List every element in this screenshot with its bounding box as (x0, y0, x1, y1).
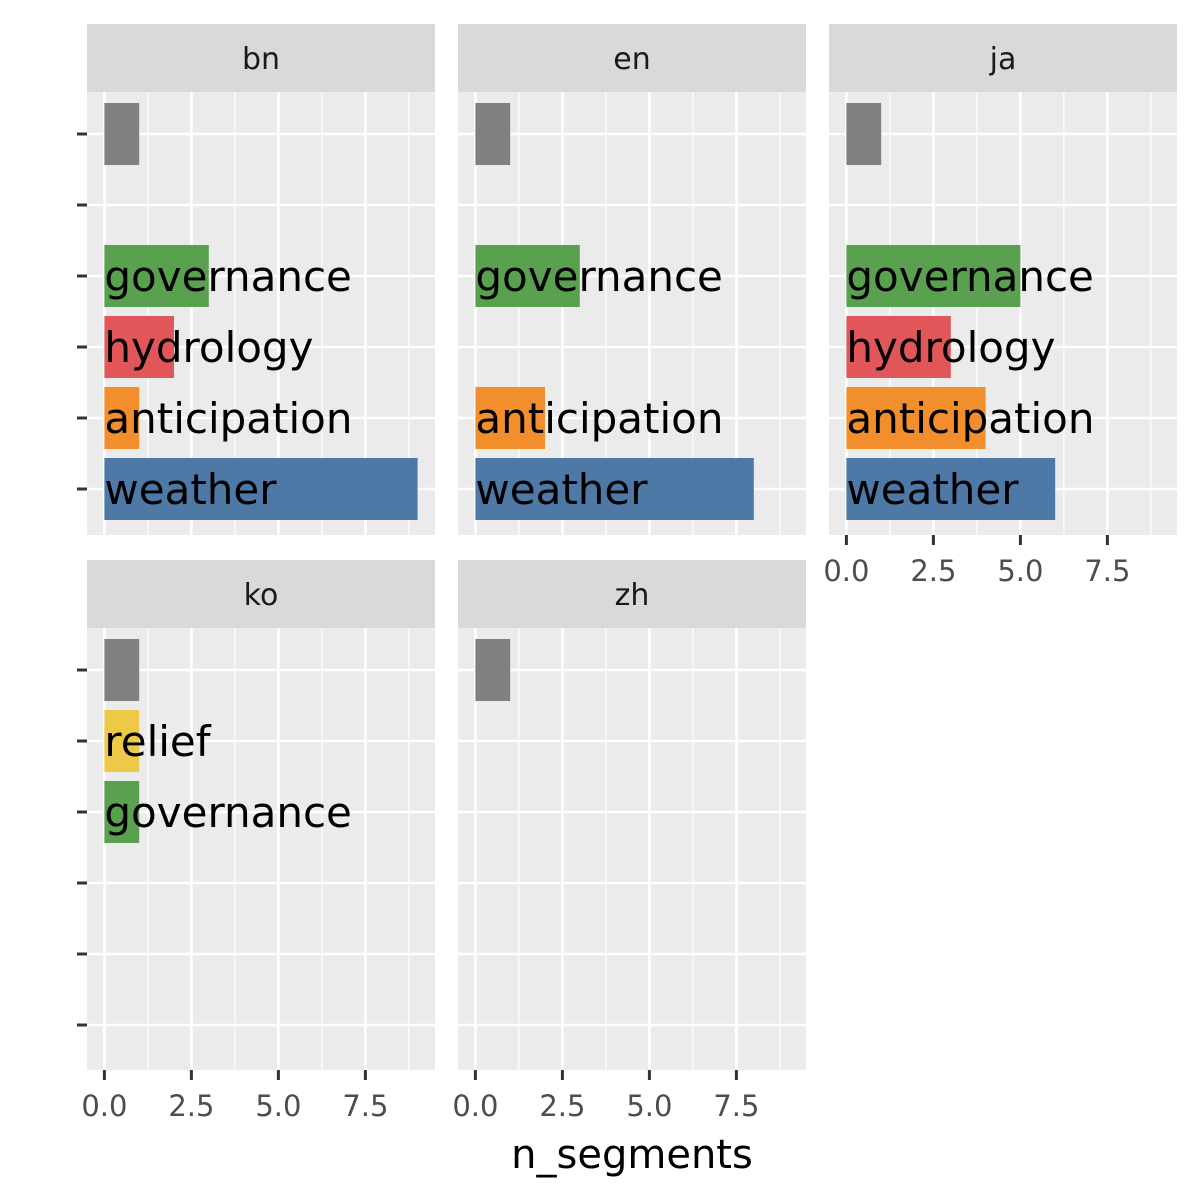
panel-bn: bn governance hydrology anticipation weather (77, 24, 435, 535)
facet-label: en (613, 42, 650, 77)
bar (104, 387, 140, 449)
facet-strip (87, 24, 435, 92)
facet-strip (458, 24, 806, 92)
bar (104, 103, 140, 165)
bar-label: anticipation (475, 394, 723, 443)
bar (846, 245, 1021, 307)
bar (846, 458, 1056, 520)
bar (104, 458, 418, 520)
bar-label: governance (104, 788, 352, 837)
bar (475, 458, 754, 520)
bar-label: anticipation (846, 394, 1094, 443)
x-tick-label: 7.5 (342, 1089, 388, 1123)
bar (104, 781, 140, 843)
x-axis-title: n_segments (511, 1132, 753, 1178)
facet-label: ko (244, 578, 279, 613)
bar-label: weather (104, 465, 277, 514)
bar-label: governance (846, 252, 1094, 301)
x-tick-label: 5.0 (997, 554, 1043, 588)
bar (475, 387, 545, 449)
facet-label: zh (615, 578, 650, 613)
bar (846, 387, 986, 449)
facet-strip (458, 560, 806, 628)
bar (104, 316, 174, 378)
bar (104, 639, 140, 701)
panel-zh: zh 0.0 2.5 5.0 7.5 (452, 560, 806, 1123)
bar-label: hydrology (104, 323, 313, 372)
facet-strip (829, 24, 1177, 92)
x-tick-label: 7.5 (713, 1089, 759, 1123)
x-tick-label: 0.0 (452, 1089, 498, 1123)
bar (846, 316, 951, 378)
facet-label: ja (989, 42, 1017, 77)
bar (475, 103, 511, 165)
bar-label: weather (846, 465, 1019, 514)
bar-label: anticipation (104, 394, 352, 443)
bar (475, 245, 580, 307)
panel-en: en governance anticipation weather (458, 24, 806, 535)
x-tick-label: 7.5 (1084, 554, 1130, 588)
facet-label: bn (242, 42, 280, 77)
panel-ko: ko relief governance 0.0 2.5 5.0 7.5 (77, 560, 435, 1123)
x-tick-label: 2.5 (910, 554, 956, 588)
x-tick-label: 0.0 (823, 554, 869, 588)
panel-background (458, 628, 806, 1070)
x-tick-label: 2.5 (539, 1089, 585, 1123)
x-tick-label: 0.0 (81, 1089, 127, 1123)
panel-background (87, 628, 435, 1070)
bar-label: weather (475, 465, 648, 514)
bar (104, 710, 140, 772)
bar-label: hydrology (846, 323, 1055, 372)
panel-ja: ja governance hydrology anticipation weather… (823, 24, 1177, 588)
bar-label: governance (475, 252, 723, 301)
facet-strip (87, 560, 435, 628)
bar-label: relief (104, 717, 211, 766)
bar-label: governance (104, 252, 352, 301)
x-tick-label: 5.0 (626, 1089, 672, 1123)
bar (475, 639, 511, 701)
x-tick-label: 5.0 (255, 1089, 301, 1123)
x-tick-label: 2.5 (168, 1089, 214, 1123)
bar (104, 245, 209, 307)
bar (846, 103, 882, 165)
